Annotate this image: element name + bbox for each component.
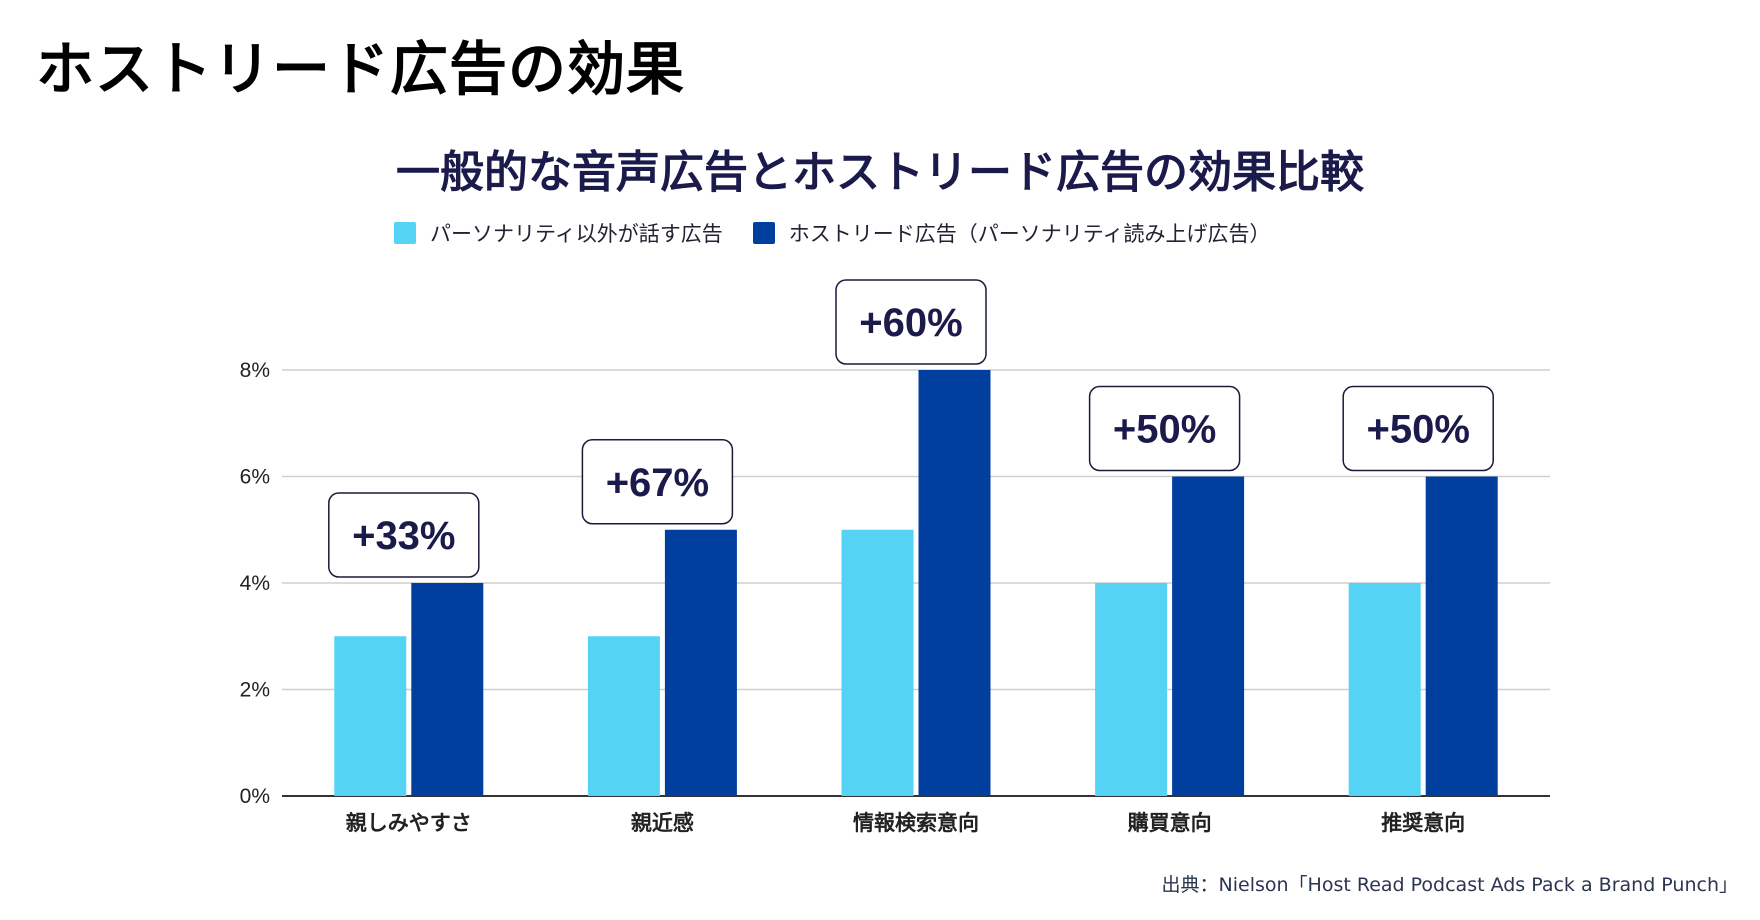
bar-series-1 (587, 636, 660, 796)
bar-series-2 (664, 529, 737, 796)
legend-swatch-series-1 (394, 222, 416, 244)
bar-series-1 (1348, 583, 1421, 796)
y-tick-label: 2% (240, 679, 270, 702)
callout-box (581, 439, 734, 525)
bar-series-2 (1172, 476, 1245, 796)
legend-item-series-1: パーソナリティ以外が話す広告 (394, 218, 723, 248)
source-citation: 出典：Nielson「Host Read Podcast Ads Pack a … (1161, 874, 1738, 896)
callout-label: +50% (1113, 408, 1216, 452)
callout-label: +67% (606, 461, 709, 505)
callout-box (328, 492, 480, 578)
y-tick-label: 4% (240, 572, 270, 595)
callout-label: +50% (1366, 408, 1469, 452)
callout-box (1088, 385, 1241, 472)
bar-series-1 (334, 636, 407, 796)
y-tick-label: 6% (240, 466, 270, 489)
x-category-label: 購買意向 (1127, 811, 1212, 835)
x-category-label: 情報検索意向 (853, 811, 979, 835)
x-category-label: 親近感 (631, 811, 694, 835)
legend-label-series-2: ホストリード広告（パーソナリティ読み上げ広告） (788, 222, 1271, 246)
bar-series-2 (918, 370, 991, 796)
x-category-label: 親しみやすさ (346, 811, 472, 835)
y-tick-label: 0% (240, 785, 270, 808)
chart-title: 一般的な音声広告とホストリード広告の効果比較 (396, 147, 1364, 198)
x-category-label: 推奨意向 (1381, 811, 1465, 835)
bar-series-2 (1425, 476, 1498, 796)
bar-series-2 (411, 583, 484, 796)
callout-box (835, 279, 987, 365)
page-title: ホストリード広告の効果 (36, 35, 686, 103)
legend-swatch-series-2 (752, 222, 775, 244)
callout-box (1342, 385, 1494, 472)
legend-label-series-1: パーソナリティ以外が話す広告 (430, 222, 723, 246)
chart-legend: パーソナリティ以外が話す広告 ホストリード広告（パーソナリティ読み上げ広告） (394, 218, 1301, 248)
callout-label: +33% (352, 514, 455, 558)
bar-series-1 (841, 529, 914, 796)
bar-series-1 (1095, 583, 1168, 796)
callout-label: +60% (859, 301, 962, 345)
y-tick-label: 8% (240, 359, 270, 382)
legend-item-series-2: ホストリード広告（パーソナリティ読み上げ広告） (752, 218, 1271, 248)
